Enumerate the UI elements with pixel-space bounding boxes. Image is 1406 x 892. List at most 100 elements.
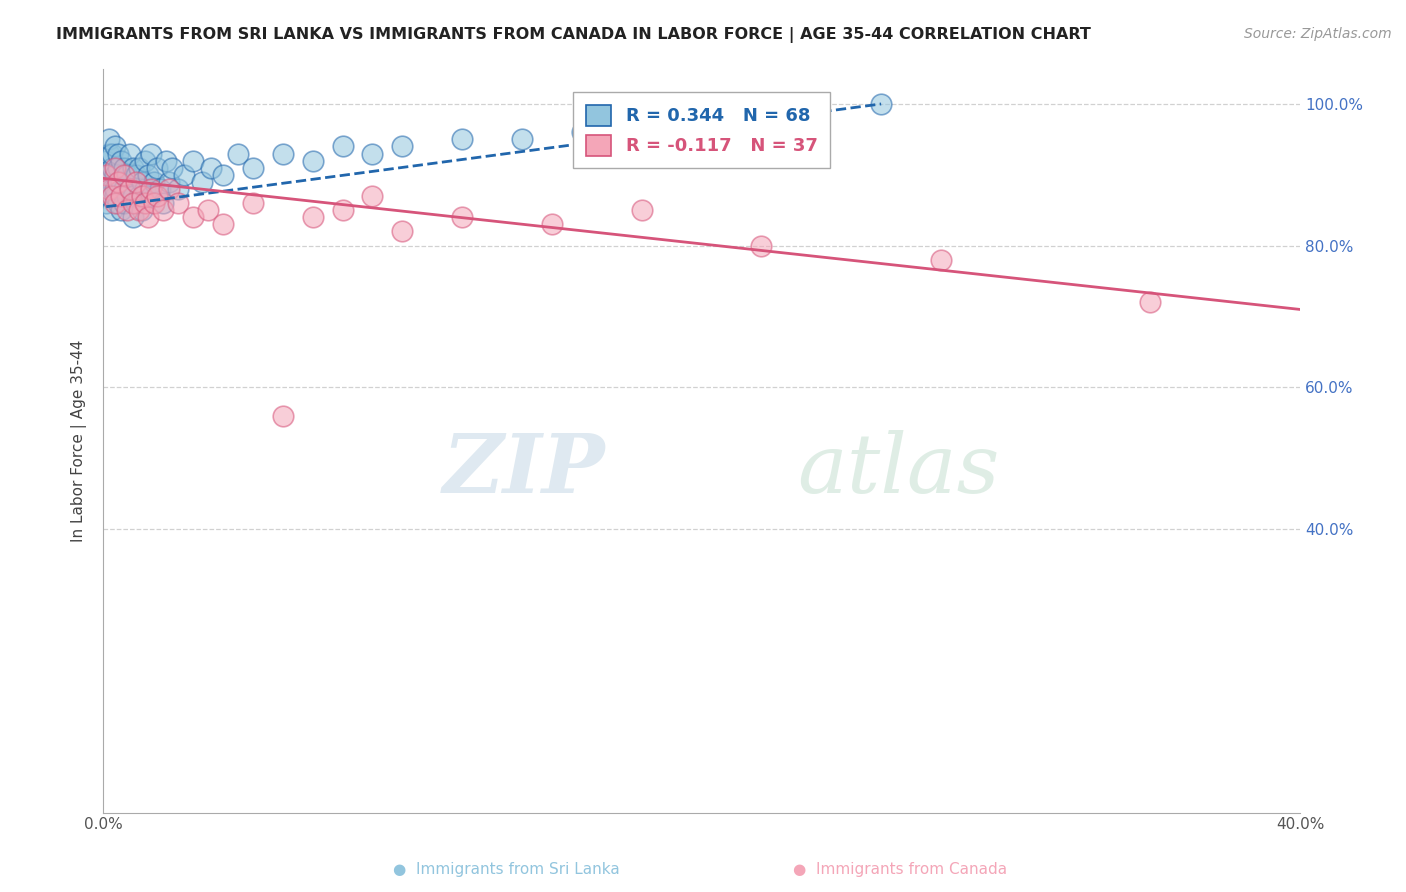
Point xyxy=(191,175,214,189)
Point xyxy=(181,211,204,225)
Point xyxy=(451,211,474,225)
Point xyxy=(242,196,264,211)
Y-axis label: In Labor Force | Age 35-44: In Labor Force | Age 35-44 xyxy=(72,339,87,541)
Point xyxy=(112,196,135,211)
Point xyxy=(104,182,127,196)
Point xyxy=(131,203,153,218)
Text: ●  Immigrants from Canada: ● Immigrants from Canada xyxy=(793,863,1007,877)
Point xyxy=(122,211,145,225)
Point xyxy=(155,153,177,168)
Point xyxy=(96,168,118,182)
Point xyxy=(115,203,138,218)
Point xyxy=(122,189,145,203)
Point xyxy=(870,97,893,112)
Point xyxy=(181,153,204,168)
Point xyxy=(107,161,129,175)
Point xyxy=(751,111,773,125)
Point xyxy=(110,203,132,218)
Point xyxy=(131,189,153,203)
Point xyxy=(110,175,132,189)
Point xyxy=(128,203,150,218)
Point xyxy=(301,153,323,168)
Point xyxy=(115,189,138,203)
Text: IMMIGRANTS FROM SRI LANKA VS IMMIGRANTS FROM CANADA IN LABOR FORCE | AGE 35-44 C: IMMIGRANTS FROM SRI LANKA VS IMMIGRANTS … xyxy=(56,27,1091,43)
Point xyxy=(122,196,145,211)
Point xyxy=(146,189,169,203)
Point xyxy=(157,182,180,196)
Point xyxy=(134,153,156,168)
Point xyxy=(104,196,127,211)
Point xyxy=(200,161,222,175)
Point xyxy=(301,211,323,225)
Point xyxy=(146,161,169,175)
Point xyxy=(96,196,118,211)
Point xyxy=(134,196,156,211)
Point xyxy=(167,182,190,196)
Text: ZIP: ZIP xyxy=(443,430,606,510)
Point xyxy=(128,161,150,175)
Point xyxy=(630,203,652,218)
Point xyxy=(128,189,150,203)
Point xyxy=(139,189,162,203)
Point xyxy=(125,175,148,189)
Point xyxy=(332,139,354,153)
Point xyxy=(152,196,174,211)
Point xyxy=(120,146,142,161)
Point xyxy=(112,161,135,175)
Point xyxy=(212,218,235,232)
Point xyxy=(242,161,264,175)
Point xyxy=(571,125,593,139)
Point xyxy=(226,146,249,161)
Point xyxy=(160,161,183,175)
Point xyxy=(125,168,148,182)
Point xyxy=(510,132,533,146)
Point xyxy=(271,146,294,161)
Point xyxy=(143,175,166,189)
Legend: R = 0.344   N = 68, R = -0.117   N = 37: R = 0.344 N = 68, R = -0.117 N = 37 xyxy=(574,93,830,169)
Point xyxy=(361,146,384,161)
Point xyxy=(134,182,156,196)
Point xyxy=(125,196,148,211)
Point xyxy=(98,146,121,161)
Point xyxy=(630,118,652,132)
Point xyxy=(391,139,413,153)
Point xyxy=(173,168,195,182)
Point xyxy=(115,168,138,182)
Point xyxy=(104,189,127,203)
Point xyxy=(139,146,162,161)
Point xyxy=(122,161,145,175)
Point xyxy=(751,238,773,252)
Point xyxy=(197,203,219,218)
Point xyxy=(104,161,127,175)
Point xyxy=(98,189,121,203)
Point xyxy=(271,409,294,423)
Point xyxy=(391,225,413,239)
Point xyxy=(104,139,127,153)
Point xyxy=(149,182,172,196)
Point xyxy=(212,168,235,182)
Point xyxy=(131,175,153,189)
Point xyxy=(929,252,952,267)
Point xyxy=(107,196,129,211)
Point xyxy=(110,153,132,168)
Point xyxy=(1139,295,1161,310)
Text: ●  Immigrants from Sri Lanka: ● Immigrants from Sri Lanka xyxy=(392,863,620,877)
Point xyxy=(107,175,129,189)
Point xyxy=(541,218,564,232)
Point xyxy=(101,203,124,218)
Point xyxy=(157,175,180,189)
Point xyxy=(101,161,124,175)
Point xyxy=(112,182,135,196)
Point xyxy=(101,146,124,161)
Point xyxy=(98,182,121,196)
Point xyxy=(451,132,474,146)
Point xyxy=(110,189,132,203)
Point xyxy=(167,196,190,211)
Point xyxy=(107,146,129,161)
Point xyxy=(104,168,127,182)
Text: Source: ZipAtlas.com: Source: ZipAtlas.com xyxy=(1244,27,1392,41)
Point xyxy=(98,168,121,182)
Point xyxy=(96,153,118,168)
Point xyxy=(101,182,124,196)
Point xyxy=(136,211,159,225)
